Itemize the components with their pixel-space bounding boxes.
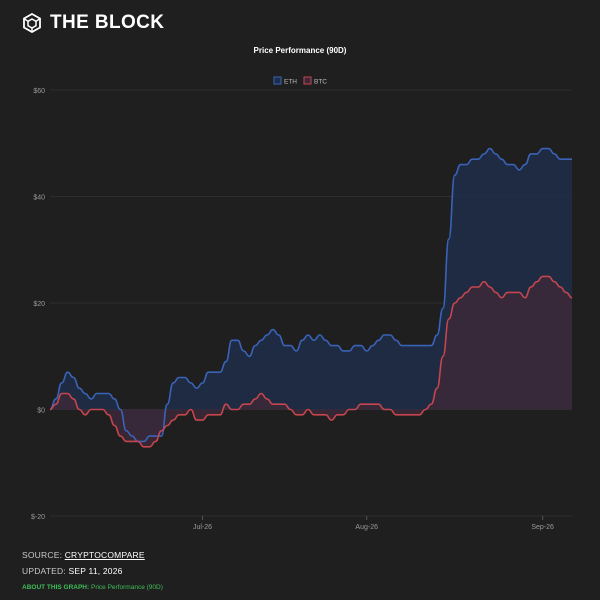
about-label: ABOUT THIS GRAPH: [22, 584, 90, 591]
y-tick-label: $-20 [31, 514, 45, 521]
brand: THE BLOCK [22, 12, 164, 34]
updated-line: UPDATED: SEP 11, 2026 [22, 566, 163, 576]
y-tick-label: $0 [37, 408, 45, 415]
y-tick-label: $40 [33, 195, 45, 202]
source-link[interactable]: CRYPTOCOMPARE [64, 550, 145, 560]
y-tick-label: $60 [33, 88, 45, 95]
chart-lines [49, 147, 573, 448]
x-tick-label: Aug-26 [355, 524, 378, 531]
chart-areas [50, 148, 572, 447]
about-line: ABOUT THIS GRAPH: Price Performance (90D… [22, 584, 163, 591]
brand-name: THE BLOCK [50, 12, 165, 33]
updated-label: UPDATED: [22, 566, 66, 576]
chart-title: Price Performance (90D) [254, 46, 347, 55]
x-axis: Jul-26 Aug-26 Sep-26 [193, 516, 554, 531]
source-label: SOURCE: [22, 550, 63, 560]
y-axis: $60 $40 $20 $0 $-20 [31, 88, 45, 521]
legend-label-eth[interactable]: ETH [284, 79, 297, 86]
footer: SOURCE: CRYPTOCOMPARE UPDATED: SEP 11, 2… [22, 550, 163, 591]
x-tick-label: Jul-26 [193, 524, 212, 531]
legend-swatch-btc[interactable] [303, 76, 312, 85]
cube-logo-icon [23, 13, 41, 33]
series-btc-line [49, 275, 573, 448]
y-tick-label: $20 [33, 301, 45, 308]
legend-label-btc[interactable]: BTC [314, 79, 327, 86]
x-tick-label: Sep-26 [531, 524, 554, 531]
series-btc-area [50, 276, 572, 447]
legend-swatch-eth[interactable] [273, 76, 282, 85]
source-line: SOURCE: CRYPTOCOMPARE [22, 550, 163, 560]
about-value: Price Performance (90D) [90, 584, 163, 591]
chart-legend: ETH BTC [273, 76, 327, 86]
updated-value: SEP 11, 2026 [68, 566, 123, 576]
